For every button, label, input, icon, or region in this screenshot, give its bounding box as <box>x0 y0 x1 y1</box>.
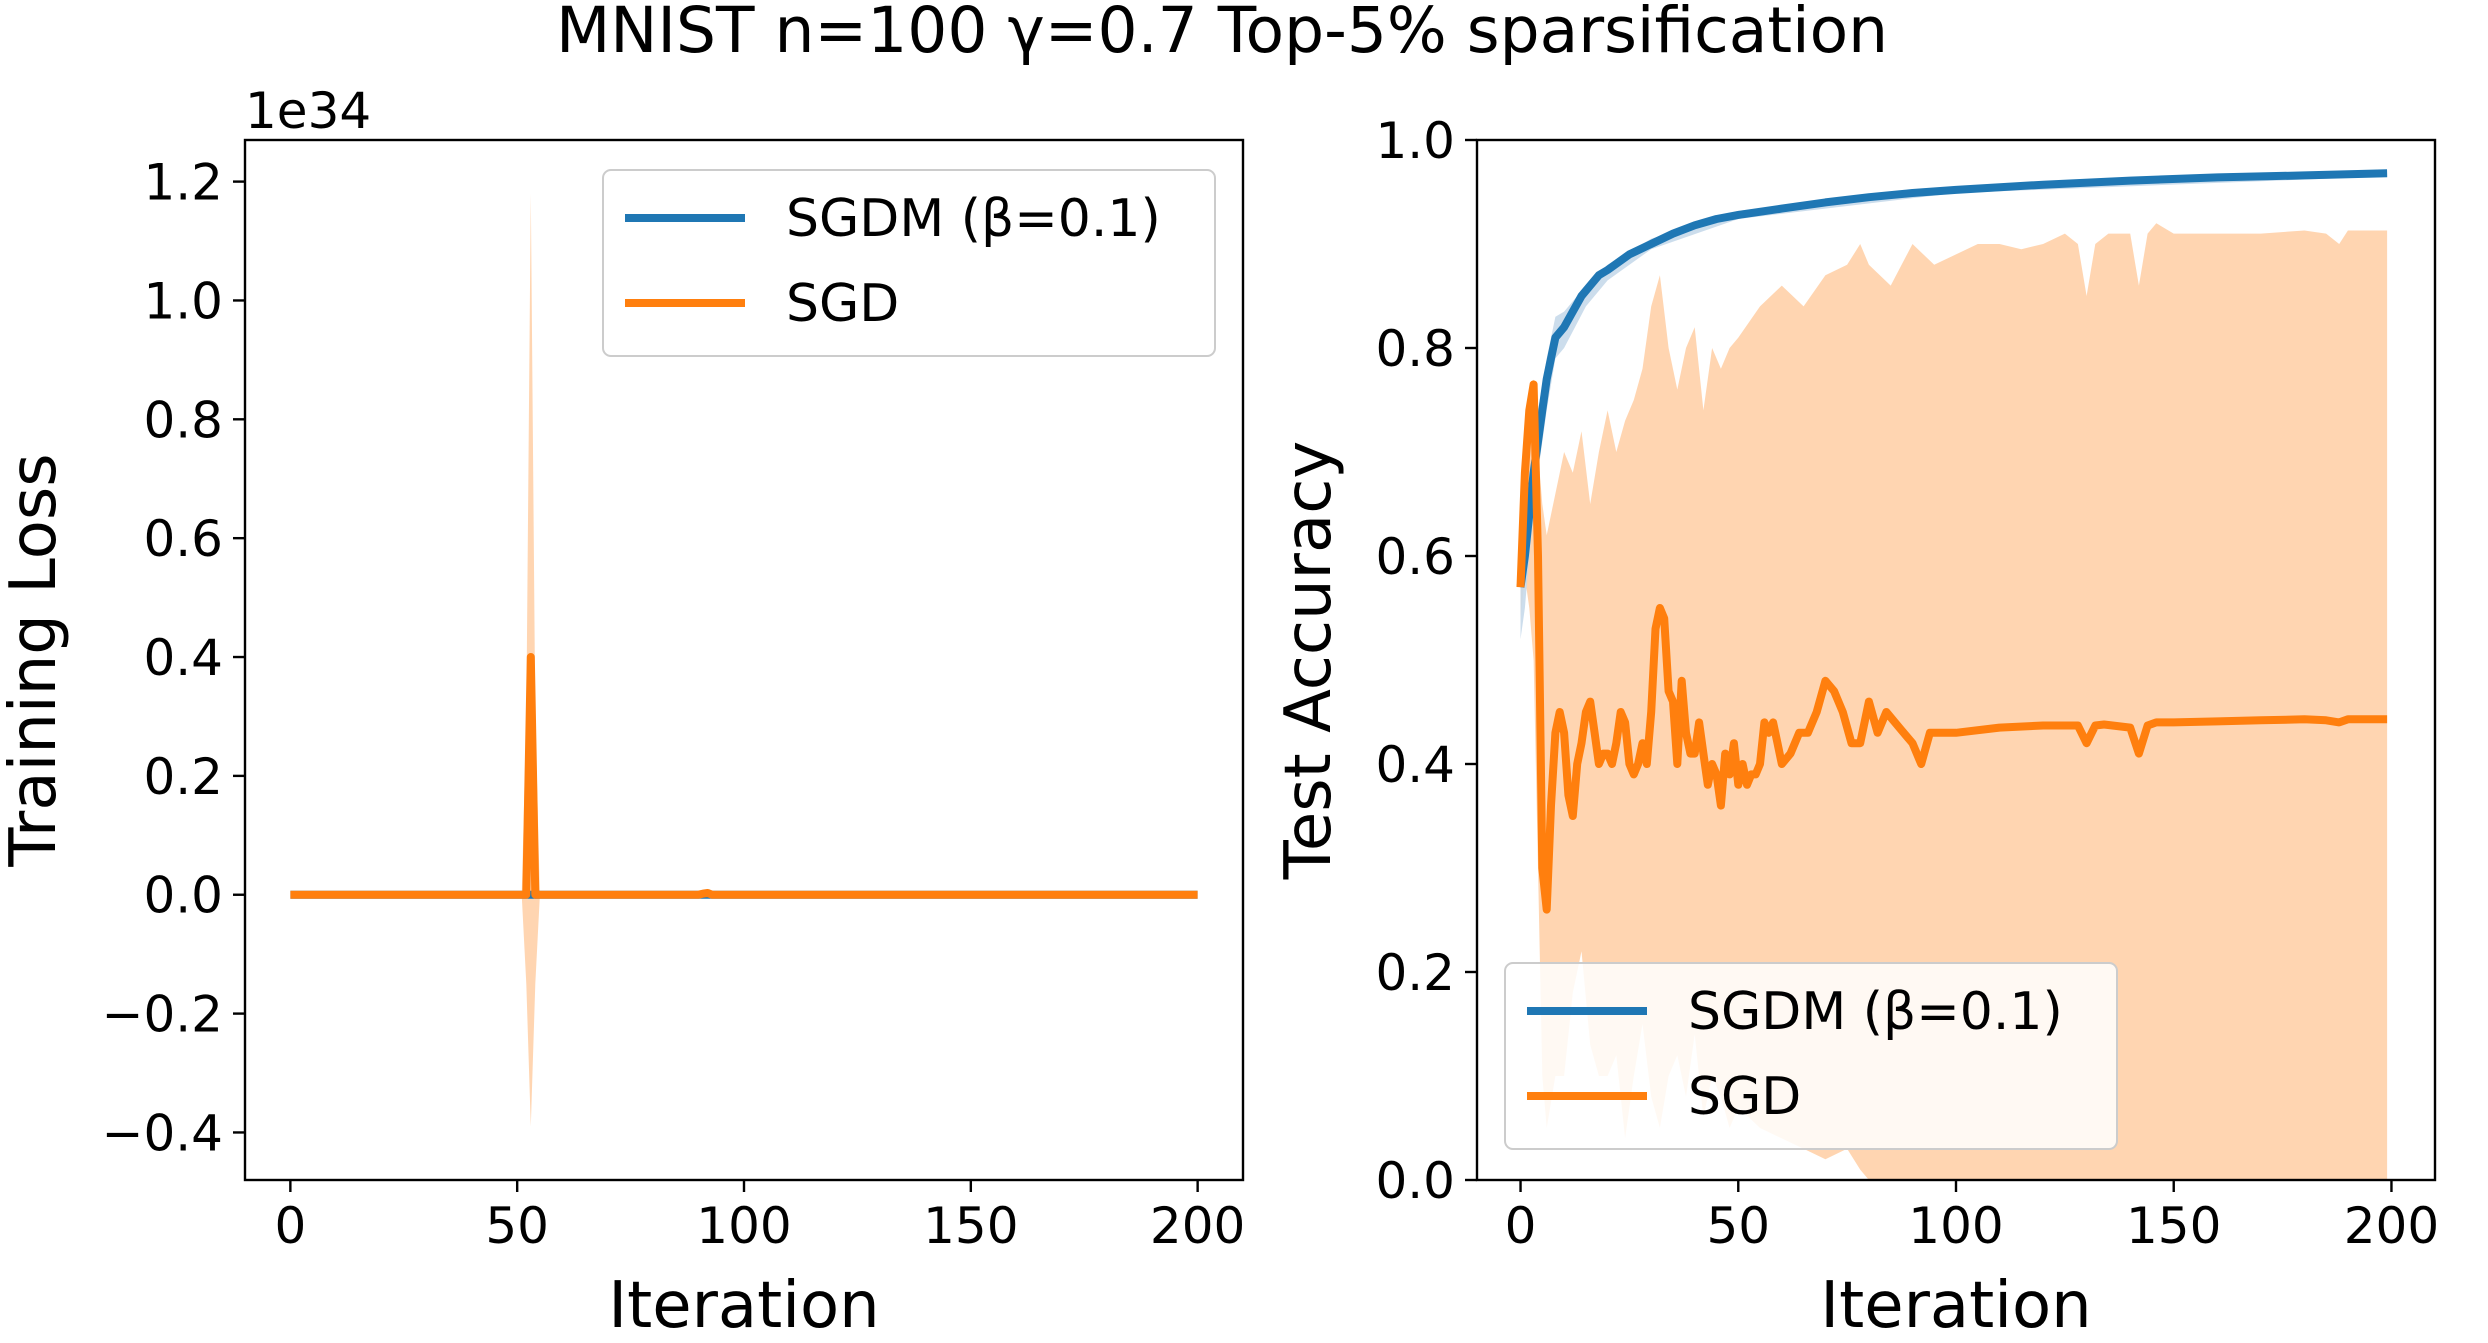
x-tick-label: 200 <box>1150 1197 1245 1255</box>
sgd-confidence-band <box>1520 223 2388 1180</box>
y-tick-label: 0.8 <box>143 391 223 449</box>
x-tick-label: 0 <box>274 1197 306 1255</box>
y-tick-label: 0.6 <box>143 510 223 568</box>
y-tick-label: 1.0 <box>1375 112 1455 170</box>
x-axis-label: Iteration <box>1820 1269 2091 1343</box>
sgd-series-line <box>290 653 1198 899</box>
legend-box <box>602 169 1216 357</box>
y-tick-label: 0.0 <box>143 867 223 925</box>
plot-area <box>1516 169 2388 1180</box>
y-tick-label: −0.4 <box>102 1104 223 1162</box>
y-axis-label: Training Loss <box>0 453 71 867</box>
legend: SGDM (β=0.1) SGD <box>602 169 1216 357</box>
training-loss-panel: 0 50 100 150 200 −0.4 −0.2 0.0 0.2 0.4 0.6 0.8 1.0 1.… <box>0 82 1245 1343</box>
y-tick-label: 0.6 <box>1375 528 1455 586</box>
x-tick-label: 150 <box>923 1197 1018 1255</box>
x-tick-label: 50 <box>485 1197 549 1255</box>
y-tick-label: 0.0 <box>1375 1152 1455 1210</box>
x-tick-label: 150 <box>2126 1197 2221 1255</box>
x-tick-label: 100 <box>1908 1197 2003 1255</box>
sgd-legend-label: SGD <box>1688 1067 1801 1127</box>
sgdm-legend-label: SGDM (β=0.1) <box>1688 982 2063 1042</box>
y-tick-label: 0.2 <box>1375 944 1455 1002</box>
y-tick-label: 0.8 <box>1375 320 1455 378</box>
sgdm-legend-label: SGDM (β=0.1) <box>786 189 1161 249</box>
y-tick-label: −0.2 <box>102 986 223 1044</box>
x-tick-label: 200 <box>2344 1197 2439 1255</box>
test-accuracy-panel: 0 50 100 150 200 0.0 0.2 0.4 0.6 0.8 1.0 Iteration T… <box>1272 112 2439 1343</box>
x-tick-label: 0 <box>1505 1197 1537 1255</box>
plot-area <box>290 193 1198 1127</box>
y-tick-label: 0.4 <box>143 629 223 687</box>
y-tick-label: 0.4 <box>1375 736 1455 794</box>
sgd-legend-label: SGD <box>786 274 899 334</box>
y-tick-label: 1.2 <box>143 154 223 212</box>
figure-title: MNIST n=100 γ=0.7 Top-5% sparsification <box>556 0 1888 67</box>
y-tick-label: 0.2 <box>143 748 223 806</box>
sgd-series-line <box>1516 380 2388 914</box>
legend-box <box>1504 962 2118 1150</box>
y-axis-label: Test Accuracy <box>1272 441 1346 881</box>
x-axis-label: Iteration <box>608 1269 879 1343</box>
sgdm-series-line <box>1516 169 2388 588</box>
x-tick-label: 50 <box>1706 1197 1770 1255</box>
x-tick-label: 100 <box>696 1197 791 1255</box>
legend: SGDM (β=0.1) SGD <box>1504 962 2118 1150</box>
y-offset-label: 1e34 <box>245 82 371 140</box>
y-tick-label: 1.0 <box>143 272 223 330</box>
